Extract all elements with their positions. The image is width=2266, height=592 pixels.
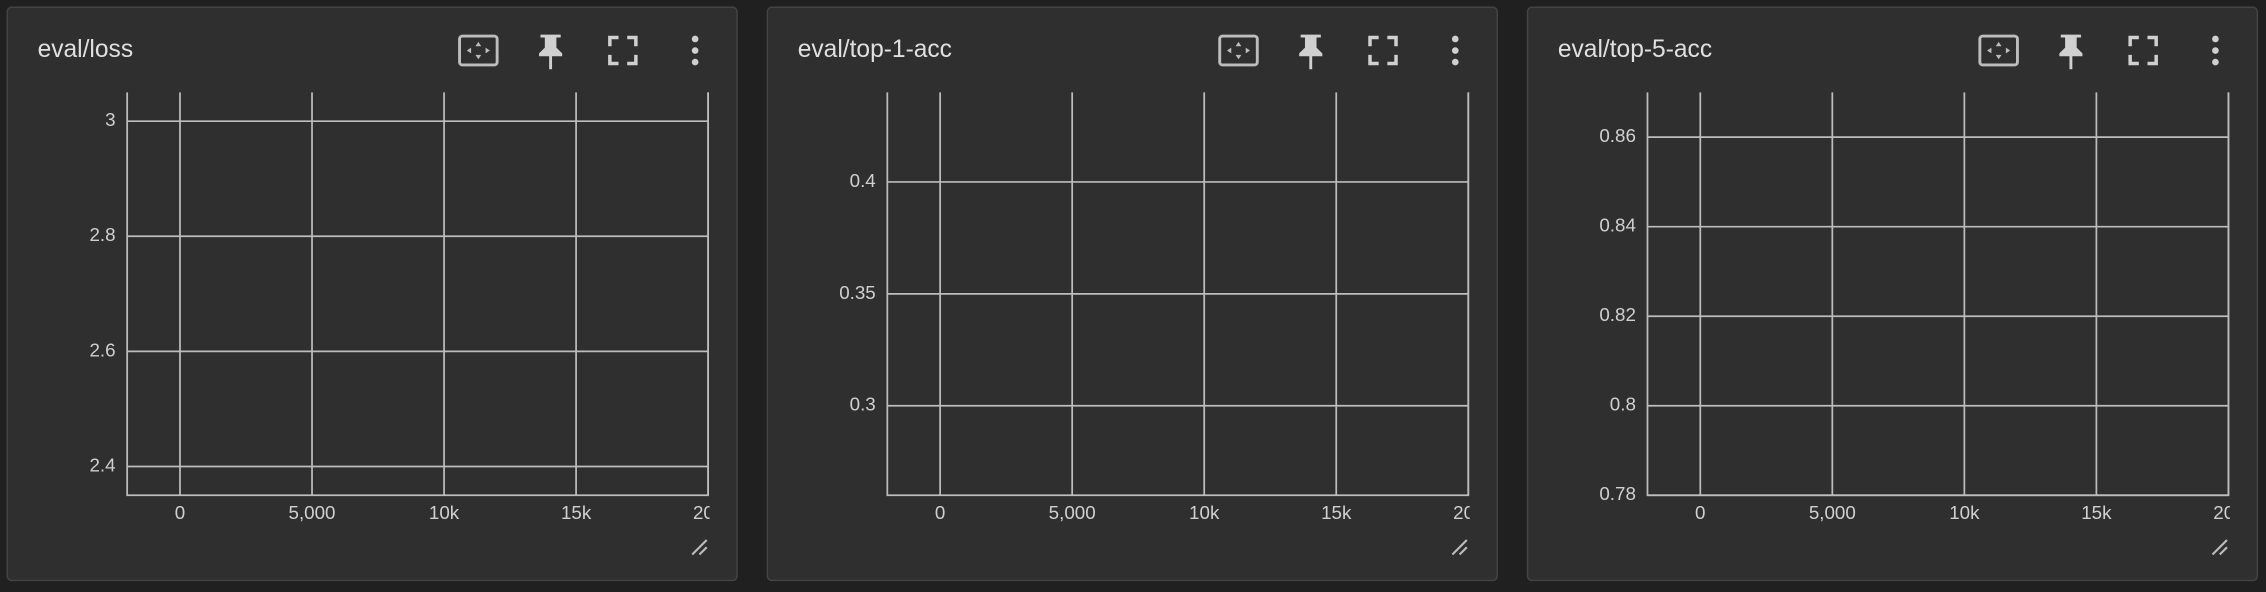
plot-frame [1646, 92, 2230, 497]
y-tick-label: 0.35 [839, 282, 876, 303]
plot-frame [886, 92, 1470, 497]
y-tick-label: 3 [105, 109, 115, 130]
panel-background [6, 6, 738, 582]
resize-handle [2211, 539, 2228, 556]
x-tick-label: 20k [693, 502, 724, 523]
y-tick-label: 0.3 [850, 394, 876, 415]
y-tick-label: 0.86 [1599, 125, 1636, 146]
toolbar-icon[interactable] [691, 35, 699, 66]
chart-panel: eval/top-1-acc 0.3 0.35 0.4 0 5,000 10k 15k 20k [766, 6, 1498, 582]
y-tick-label: 0.84 [1599, 215, 1636, 236]
x-tick-label: 15k [2081, 502, 2112, 523]
x-tick-label: 5,000 [1809, 502, 1856, 523]
y-tick-label: 0.8 [1610, 394, 1636, 415]
x-tick-label: 0 [175, 502, 185, 523]
x-tick-label: 20k [1453, 502, 1484, 523]
x-tick-label: 10k [1949, 502, 1980, 523]
y-tick-label: 0.82 [1599, 304, 1636, 325]
toolbar-icon[interactable] [1451, 35, 1459, 66]
y-tick-label: 2.6 [90, 339, 116, 360]
chart-panel: eval/loss 2.4 2.6 2.8 3 0 5,000 10k 15k 20k [6, 6, 738, 582]
chart-title: eval/top-1-acc [798, 36, 952, 63]
y-tick-label: 2.8 [90, 224, 116, 245]
y-tick-label: 2.4 [90, 454, 116, 475]
x-tick-label: 5,000 [1049, 502, 1096, 523]
panel-background [1526, 6, 2259, 582]
resize-handle [1451, 539, 1468, 556]
x-tick-label: 20k [2213, 502, 2244, 523]
toolbar-icon[interactable] [2212, 35, 2219, 66]
x-tick-label: 0 [1695, 502, 1705, 523]
x-tick-label: 10k [1189, 502, 1220, 523]
chart-title: eval/top-5-acc [1558, 36, 1712, 63]
y-tick-label: 0.78 [1599, 483, 1636, 504]
chart-panel: eval/top-5-acc 0.78 0.8 0.82 0.84 0.86 0 5,000 1… [1526, 6, 2259, 582]
y-tick-label: 0.4 [850, 170, 876, 191]
x-tick-label: 0 [935, 502, 945, 523]
plot-frame [126, 92, 709, 497]
x-tick-label: 10k [429, 502, 460, 523]
chart-title: eval/loss [38, 36, 134, 63]
x-tick-label: 15k [1321, 502, 1352, 523]
x-tick-label: 5,000 [289, 502, 336, 523]
x-tick-label: 15k [561, 502, 592, 523]
resize-handle [691, 539, 708, 556]
